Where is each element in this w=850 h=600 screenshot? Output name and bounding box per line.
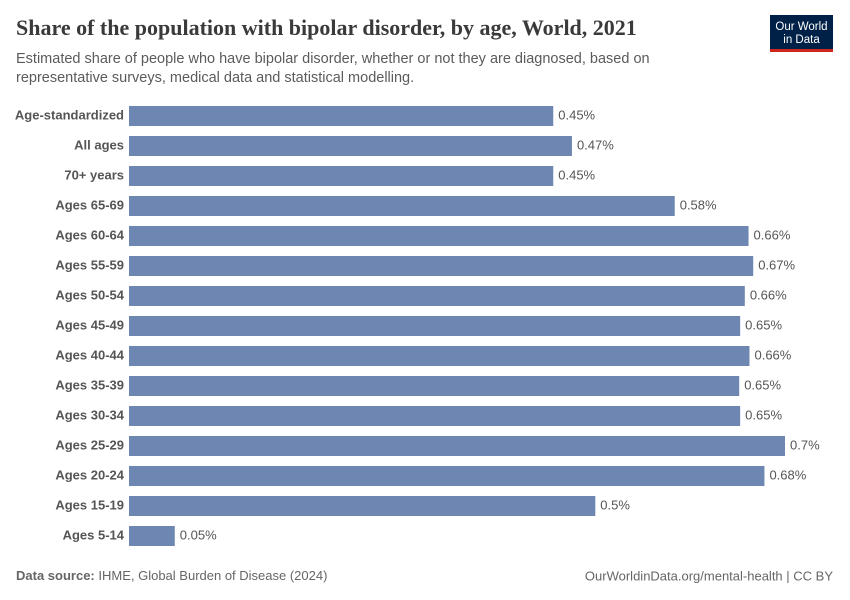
value-label: 0.65% bbox=[744, 377, 781, 392]
value-label: 0.45% bbox=[558, 107, 595, 122]
source-text: IHME, Global Burden of Disease (2024) bbox=[98, 568, 327, 583]
chart-title: Share of the population with bipolar dis… bbox=[16, 15, 637, 40]
category-label: Ages 15-19 bbox=[55, 497, 124, 512]
category-label: Ages 60-64 bbox=[55, 227, 124, 242]
source: Data source: IHME, Global Burden of Dise… bbox=[16, 568, 327, 583]
value-label: 0.68% bbox=[769, 467, 806, 482]
subtitle: representative surveys, medical data and… bbox=[16, 70, 414, 86]
bar bbox=[129, 136, 572, 156]
value-label: 0.66% bbox=[754, 347, 791, 362]
bar bbox=[129, 106, 554, 126]
value-label: 0.65% bbox=[745, 317, 782, 332]
category-label: Ages 45-49 bbox=[55, 317, 124, 332]
bar bbox=[129, 466, 765, 486]
category-label: Ages 30-34 bbox=[55, 407, 124, 422]
footer-link[interactable]: OurWorldinData.org/mental-health | CC BY bbox=[585, 568, 833, 583]
bar bbox=[129, 346, 750, 366]
value-label: 0.66% bbox=[750, 287, 787, 302]
category-label: Age-standardized bbox=[15, 107, 124, 122]
subtitle: Estimated share of people who have bipol… bbox=[16, 51, 650, 67]
logo-text: Our World bbox=[775, 21, 827, 33]
category-label: Ages 55-59 bbox=[55, 257, 124, 272]
bar bbox=[129, 436, 785, 456]
value-label: 0.58% bbox=[680, 197, 717, 212]
value-label: 0.67% bbox=[758, 257, 795, 272]
value-label: 0.5% bbox=[600, 497, 630, 512]
category-label: All ages bbox=[74, 137, 124, 152]
bar bbox=[129, 256, 754, 276]
value-label: 0.45% bbox=[558, 167, 595, 182]
logo-underline bbox=[770, 49, 833, 52]
value-label: 0.05% bbox=[180, 527, 217, 542]
category-label: Ages 35-39 bbox=[55, 377, 124, 392]
category-label: Ages 40-44 bbox=[55, 347, 124, 362]
category-label: Ages 25-29 bbox=[55, 437, 124, 452]
bar bbox=[129, 376, 740, 396]
bar bbox=[129, 286, 745, 306]
category-label: Ages 50-54 bbox=[55, 287, 124, 302]
category-label: 70+ years bbox=[64, 167, 124, 182]
bar bbox=[129, 166, 554, 186]
value-label: 0.65% bbox=[745, 407, 782, 422]
bar bbox=[129, 226, 749, 246]
bar bbox=[129, 406, 741, 426]
bar bbox=[129, 526, 175, 546]
value-label: 0.47% bbox=[577, 137, 614, 152]
category-label: Ages 20-24 bbox=[55, 467, 124, 482]
value-label: 0.7% bbox=[790, 437, 820, 452]
bar bbox=[129, 196, 675, 216]
logo-text: in Data bbox=[783, 34, 820, 46]
bar bbox=[129, 316, 741, 336]
category-label: Ages 5-14 bbox=[63, 527, 125, 542]
logo[interactable]: Our World in Data bbox=[770, 15, 833, 52]
bar bbox=[129, 496, 596, 516]
logo-box bbox=[770, 15, 833, 50]
category-label: Ages 65-69 bbox=[55, 197, 124, 212]
value-label: 0.66% bbox=[754, 227, 791, 242]
source-label: Data source: bbox=[16, 568, 95, 583]
